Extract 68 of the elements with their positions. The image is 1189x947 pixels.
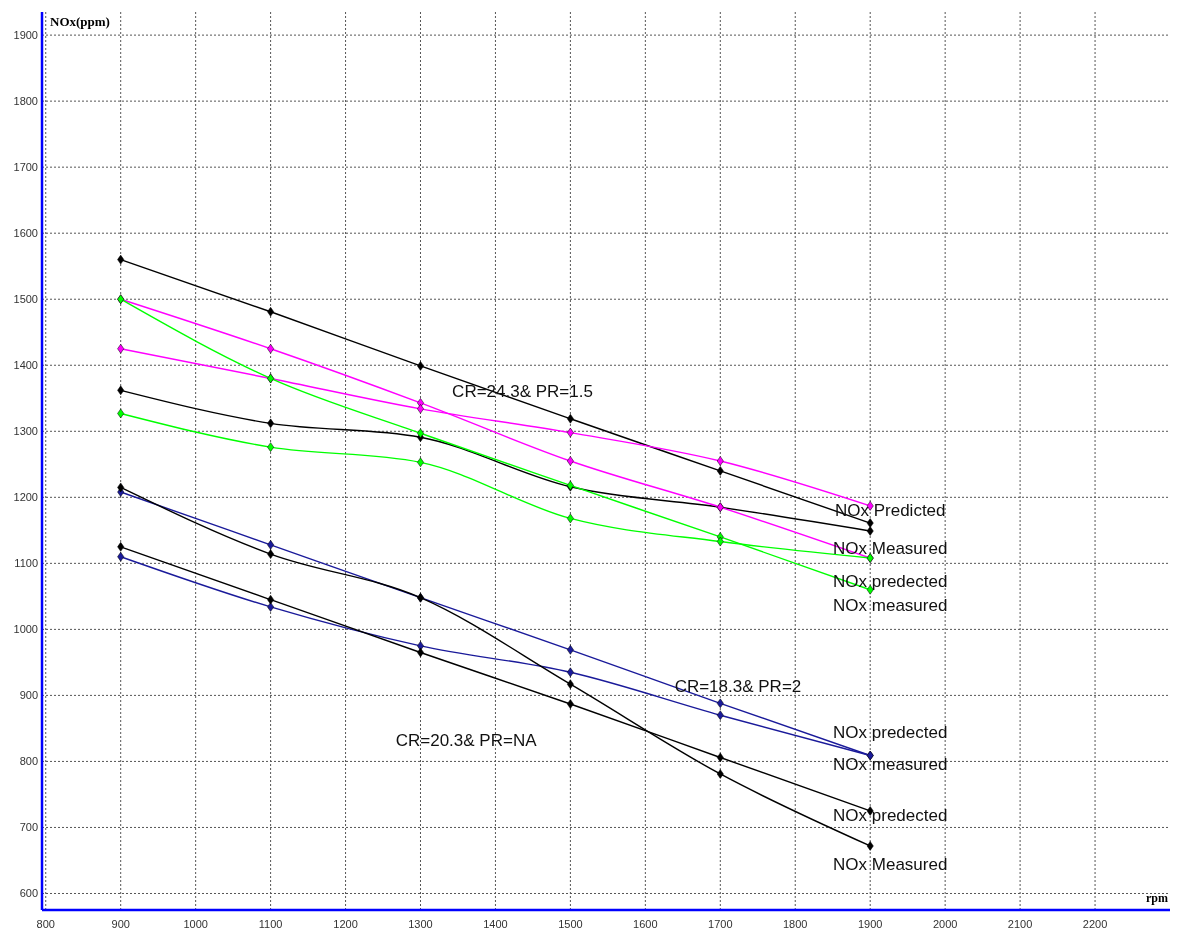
point (716, 456, 724, 466)
x-tick-label: 1100 (258, 918, 283, 930)
y-axis-title: NOx(ppm) (50, 14, 110, 29)
x-tick-label: 1600 (633, 918, 658, 930)
point (866, 585, 874, 595)
x-tick-label: 1300 (408, 918, 433, 930)
point (117, 344, 125, 354)
y-tick-label: 1800 (13, 95, 38, 108)
x-tick-label: 1400 (483, 918, 508, 930)
y-tick-label: 1600 (13, 227, 38, 240)
point (417, 404, 424, 414)
y-tick-label: 1000 (13, 623, 38, 636)
annotation: CR=20.3& PR=NA (395, 731, 538, 751)
point (866, 518, 874, 528)
point (117, 254, 125, 265)
point (117, 385, 125, 396)
annotation: NOx predected (833, 723, 948, 743)
y-tick-label: 700 (19, 821, 38, 834)
y-tick-label: 900 (19, 689, 38, 702)
x-tick-label: 1800 (783, 918, 808, 930)
point (716, 752, 724, 763)
point (117, 482, 125, 493)
y-tick-label: 1500 (13, 293, 38, 306)
point (567, 456, 574, 466)
annotation: NOx measured (833, 754, 948, 774)
annotation: NOx measured (833, 595, 948, 615)
x-axis-title: rpm (1146, 891, 1168, 905)
point (866, 526, 874, 536)
y-tick-label: 1400 (13, 359, 38, 372)
point (117, 542, 125, 552)
x-tick-label: 900 (111, 918, 130, 930)
y-tick-label: 600 (19, 887, 38, 900)
point (267, 540, 274, 550)
y-tick-label: 1900 (13, 29, 38, 42)
x-tick-label: 1500 (558, 918, 583, 930)
point (716, 769, 724, 779)
x-tick-label: 800 (36, 918, 55, 930)
point (567, 679, 574, 689)
point (567, 699, 574, 709)
y-tick-label: 800 (19, 755, 38, 768)
point (117, 408, 125, 419)
point (866, 841, 874, 851)
x-tick-label: 1200 (333, 918, 358, 930)
point (417, 361, 424, 371)
point (716, 466, 724, 476)
annotation: CR=18.3& PR=2 (674, 676, 802, 696)
y-tick-label: 1700 (13, 161, 38, 174)
point (716, 536, 724, 547)
point (267, 307, 274, 317)
point (267, 549, 274, 559)
x-tick-label: 1900 (857, 918, 883, 930)
x-tick-label: 1700 (708, 918, 733, 930)
annotation: NOx predected (833, 805, 948, 825)
x-tick-label: 2200 (1082, 918, 1108, 930)
point (117, 551, 125, 562)
y-tick-label: 1200 (13, 491, 38, 504)
x-tick-label: 1000 (183, 918, 208, 930)
y-tick-label: 1100 (14, 557, 38, 570)
point (716, 710, 724, 720)
point (267, 442, 274, 452)
point (716, 698, 724, 709)
x-tick-label: 2000 (932, 918, 958, 930)
y-tick-label: 1300 (13, 425, 38, 438)
point (267, 344, 274, 354)
point (567, 645, 574, 655)
annotation: NOx Measured (833, 855, 948, 875)
x-tick-label: 2100 (1007, 918, 1033, 930)
annotation: NOx Predicted (834, 501, 946, 521)
